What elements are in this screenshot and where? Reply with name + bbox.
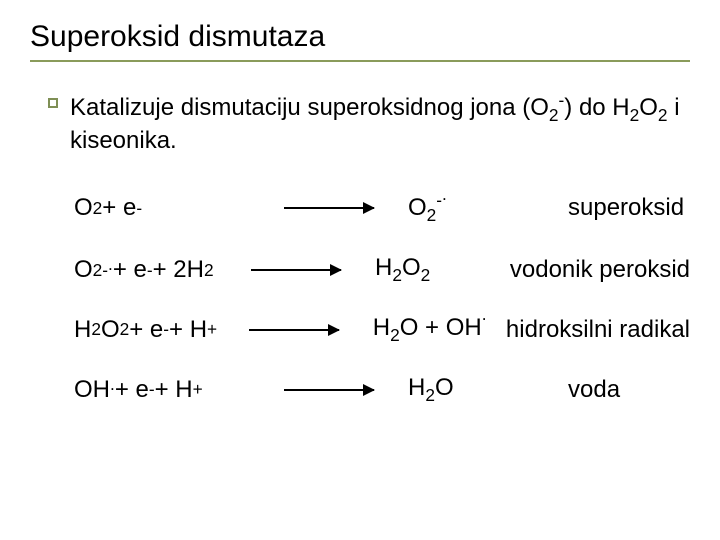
eq-label: voda [568, 376, 620, 404]
txt: O [639, 94, 658, 121]
sub: 2 [630, 105, 640, 125]
eq-lhs: OH. + e- + H+ [74, 376, 284, 404]
txt: H [373, 314, 390, 341]
slide-title: Superoksid dismutaza [30, 20, 690, 62]
sub: 2 [421, 265, 431, 285]
sub: 2 [204, 260, 214, 281]
sub: 2 [93, 198, 103, 219]
txt: + e [129, 316, 163, 344]
arrow-icon [284, 389, 374, 391]
eq-label: vodonik peroksid [510, 256, 690, 284]
bullet-item: Katalizuje dismutaciju superoksidnog jon… [48, 90, 690, 156]
txt: Katalizuje dismutaciju superoksidnog jon… [70, 94, 549, 121]
sub: 2 [425, 385, 435, 405]
eq-lhs: H2O2 + e- + H+ [74, 316, 249, 344]
arrow-icon [251, 269, 341, 271]
txt: + H [169, 316, 207, 344]
txt: H [408, 374, 425, 401]
txt: O + OH [400, 314, 482, 341]
equation-2: O2-. + e- + 2H2 H2O2 vodonik peroksid [74, 254, 690, 286]
txt: O [101, 316, 120, 344]
sub: 2 [120, 319, 130, 340]
txt: O [74, 256, 93, 284]
bullet-marker [48, 98, 58, 108]
txt: OH [74, 376, 110, 404]
txt: O [74, 194, 93, 222]
bullet-text: Katalizuje dismutaciju superoksidnog jon… [70, 90, 690, 156]
arrow-icon [249, 329, 339, 331]
eq-rhs: H2O2 [375, 254, 510, 286]
sub: 2 [93, 260, 103, 281]
eq-rhs: H2O [408, 374, 568, 406]
sup: + [193, 379, 203, 400]
eq-rhs: O2-. [408, 190, 568, 226]
sub: 2 [658, 105, 668, 125]
txt: + H [155, 376, 193, 404]
equation-3: H2O2 + e- + H+ H2O + OH. hidroksilni rad… [74, 314, 690, 346]
txt: + e [115, 376, 149, 404]
txt: ) do H [564, 94, 629, 121]
eq-label: superoksid [568, 194, 684, 222]
slide: Superoksid dismutaza Katalizuje dismutac… [0, 0, 720, 540]
sub: 2 [549, 105, 559, 125]
sub: 2 [91, 319, 101, 340]
sup: - [136, 198, 142, 219]
sub: 2 [390, 325, 400, 345]
arrow-icon [284, 207, 374, 209]
eq-lhs: O2 + e- [74, 194, 284, 222]
equation-4: OH. + e- + H+ H2O voda [74, 374, 690, 406]
txt: O [435, 374, 454, 401]
eq-rhs: H2O + OH. [373, 314, 506, 346]
txt: O [402, 254, 421, 281]
txt: O [408, 194, 427, 221]
sub: 2 [427, 205, 437, 225]
txt: H [74, 316, 91, 344]
txt: + e [102, 194, 136, 222]
equation-1: O2 + e- O2-. superoksid [74, 190, 690, 226]
eq-label: hidroksilni radikal [506, 316, 690, 344]
txt: + 2H [153, 256, 204, 284]
txt: H [375, 254, 392, 281]
txt: + e [113, 256, 147, 284]
sup: + [207, 319, 217, 340]
sub: 2 [392, 265, 402, 285]
eq-lhs: O2-. + e- + 2H2 [74, 256, 251, 284]
